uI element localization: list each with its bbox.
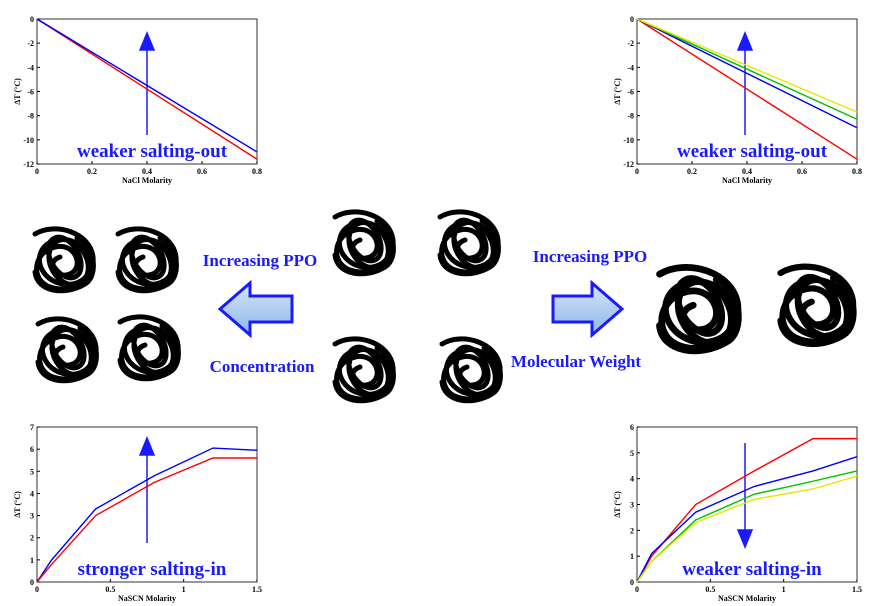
data-line	[636, 475, 858, 583]
trend-arrows	[138, 31, 754, 549]
y-tick-label: -12	[23, 160, 34, 169]
data-line	[636, 437, 857, 583]
data-line	[636, 18, 858, 160]
y-tick-label: -2	[27, 39, 34, 48]
y-tick-label: 4	[30, 489, 34, 498]
y-tick-label: 7	[30, 423, 34, 432]
y-tick-label: 4	[630, 475, 634, 484]
y-tick-label: 3	[30, 512, 34, 521]
data-line	[636, 18, 858, 129]
x-tick-label: 0.8	[852, 167, 862, 176]
y-tick-label: 0	[30, 578, 34, 587]
x-tick-label: 1	[182, 585, 186, 594]
x-tick-label: 0	[635, 167, 639, 176]
block-arrow	[551, 279, 625, 339]
x-tick-label: 1.5	[852, 585, 862, 594]
y-tick-label: 1	[630, 552, 634, 561]
annotation: stronger salting-in	[78, 559, 227, 580]
label: Increasing PPO	[203, 251, 317, 270]
x-tick-label: 0.2	[687, 167, 697, 176]
data-line	[636, 18, 858, 120]
y-tick-label: -6	[27, 88, 34, 97]
data-line	[36, 457, 257, 583]
annotation: weaker salting-out	[77, 141, 228, 162]
y-axis-label: ΔT (°C)	[13, 78, 22, 105]
data-line	[36, 18, 258, 153]
x-tick-label: 0.4	[142, 167, 152, 176]
annotation: weaker salting-in	[682, 559, 822, 580]
y-tick-label: 3	[630, 501, 634, 510]
y-tick-label: -6	[627, 88, 634, 97]
data-line	[636, 456, 858, 583]
x-tick-label: 0.4	[742, 167, 752, 176]
x-tick-label: 0.2	[87, 167, 97, 176]
y-tick-label: 1	[30, 556, 34, 565]
label: Molecular Weight	[511, 352, 642, 371]
y-tick-label: -8	[27, 112, 34, 121]
x-tick-label: 0.8	[252, 167, 262, 176]
axes-frame	[636, 18, 858, 165]
label: Concentration	[210, 357, 315, 376]
y-tick-label: 6	[30, 445, 34, 454]
x-tick-label: 0	[35, 585, 39, 594]
x-tick-label: 0.5	[105, 585, 115, 594]
y-axis-label: ΔT (°C)	[613, 491, 622, 518]
y-tick-label: -10	[23, 136, 34, 145]
axes-frame	[36, 18, 258, 165]
y-tick-label: 2	[30, 534, 34, 543]
y-tick-label: -12	[623, 160, 634, 169]
axes-frame	[636, 426, 858, 583]
y-tick-label: 0	[630, 15, 634, 24]
x-axis-label: NaSCN Molarity	[118, 594, 176, 603]
x-axis-label: NaSCN Molarity	[718, 594, 776, 603]
label: Increasing PPO	[533, 247, 647, 266]
x-axis-label: NaCl Molarity	[722, 176, 772, 185]
x-tick-label: 0	[35, 167, 39, 176]
x-axis-label: NaCl Molarity	[122, 176, 172, 185]
x-tick-label: 1	[782, 585, 786, 594]
x-tick-label: 0.6	[797, 167, 807, 176]
x-tick-label: 0	[635, 585, 639, 594]
y-tick-label: 6	[630, 423, 634, 432]
x-tick-label: 1.5	[252, 585, 262, 594]
data-line	[636, 18, 858, 113]
y-tick-label: 2	[630, 526, 634, 535]
coils	[33, 212, 858, 402]
y-tick-label: 5	[30, 467, 34, 476]
y-tick-label: 0	[630, 578, 634, 587]
y-tick-label: 0	[30, 15, 34, 24]
x-tick-label: 0.5	[705, 585, 715, 594]
y-tick-label: -4	[627, 63, 634, 72]
block-arrow	[217, 279, 294, 339]
data-line	[36, 447, 258, 583]
data-line	[36, 18, 258, 160]
y-tick-label: -4	[27, 63, 34, 72]
y-axis-label: ΔT (°C)	[613, 78, 622, 105]
y-tick-label: -2	[627, 39, 634, 48]
axes-frame	[36, 426, 258, 583]
y-tick-label: 5	[630, 449, 634, 458]
annotation: weaker salting-out	[677, 141, 828, 162]
y-tick-label: -8	[627, 112, 634, 121]
y-axis-label: ΔT (°C)	[13, 491, 22, 518]
y-tick-label: -10	[623, 136, 634, 145]
x-tick-label: 0.6	[197, 167, 207, 176]
